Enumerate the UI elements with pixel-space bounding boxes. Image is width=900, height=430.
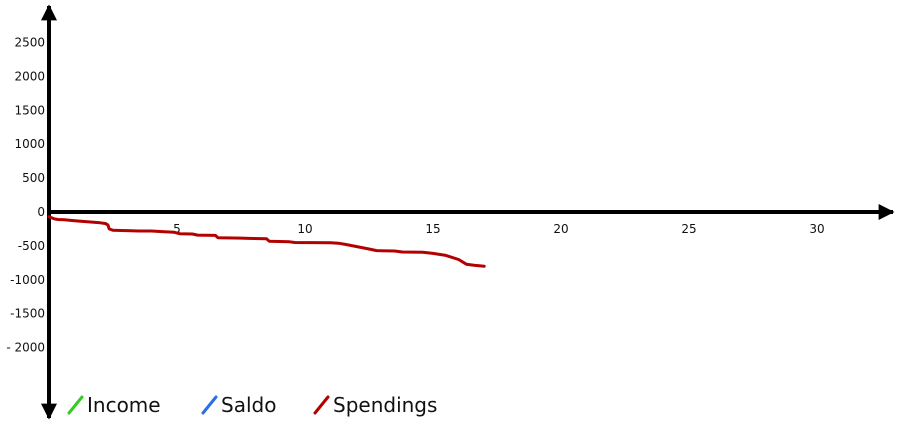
y-tick-label: - 2000 bbox=[6, 341, 45, 355]
y-tick-label: 0 bbox=[37, 205, 45, 219]
x-tick-label: 20 bbox=[553, 222, 568, 236]
x-tick-labels: 5 10 15 20 25 30 bbox=[173, 222, 824, 236]
series-layer bbox=[47, 215, 486, 268]
x-tick-label: 15 bbox=[425, 222, 440, 236]
legend-swatch-saldo bbox=[201, 395, 218, 415]
y-tick-label: -500 bbox=[18, 239, 45, 253]
y-tick-label: 1000 bbox=[14, 137, 45, 151]
y-tick-label: 2000 bbox=[14, 69, 45, 83]
legend-label-income: Income bbox=[87, 393, 161, 417]
legend-item-income: Income bbox=[67, 393, 161, 417]
legend-item-spendings: Spendings bbox=[313, 393, 437, 417]
legend-swatch-income bbox=[67, 395, 84, 415]
x-tick-label: 30 bbox=[809, 222, 824, 236]
legend-swatch-spendings bbox=[313, 395, 330, 415]
series-line-spendings bbox=[47, 215, 486, 268]
axes bbox=[41, 4, 895, 420]
x-tick-label: 5 bbox=[173, 222, 181, 236]
y-tick-label: 2500 bbox=[14, 36, 45, 50]
y-tick-label: -1000 bbox=[10, 273, 45, 287]
y-tick-labels: 2500 2000 1500 1000 500 0 -500 -1000 -1500 - 2000 bbox=[6, 36, 45, 355]
legend-item-saldo: Saldo bbox=[201, 393, 276, 417]
x-tick-label: 10 bbox=[297, 222, 312, 236]
legend-label-spendings: Spendings bbox=[333, 393, 437, 417]
x-tick-label: 25 bbox=[681, 222, 696, 236]
y-tick-label: 500 bbox=[22, 171, 45, 185]
y-tick-label: 1500 bbox=[14, 103, 45, 117]
y-tick-label: -1500 bbox=[10, 307, 45, 321]
legend-label-saldo: Saldo bbox=[221, 393, 276, 417]
legend: Income Saldo Spendings bbox=[67, 393, 437, 417]
